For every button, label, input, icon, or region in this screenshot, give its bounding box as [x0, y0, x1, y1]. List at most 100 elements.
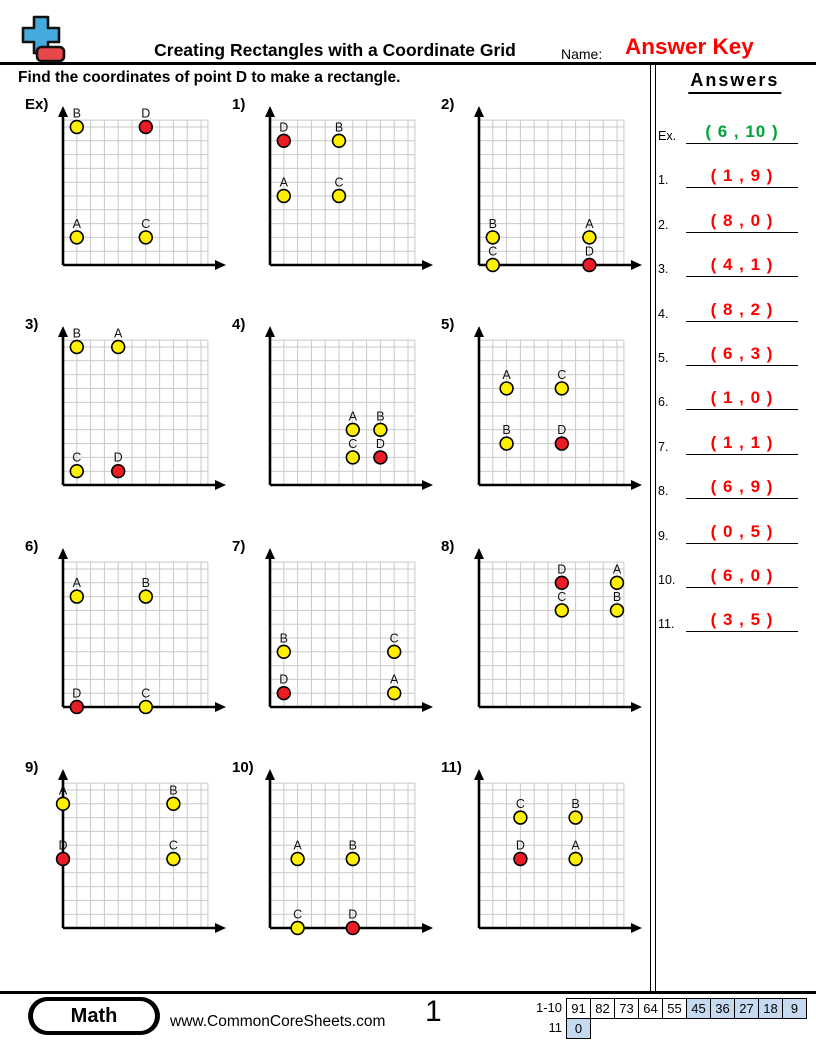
x-axis-arrow [422, 480, 433, 490]
point-label-D: D [557, 562, 566, 576]
subject-badge: Math [28, 997, 160, 1035]
point-label-A: A [585, 217, 594, 231]
problem-8: 8) D A C B [441, 538, 643, 723]
point-label-B: B [349, 839, 357, 853]
point-C [69, 464, 84, 479]
problem-number: 4) [232, 316, 246, 333]
answer-blank-line [686, 187, 798, 189]
y-axis-arrow [58, 548, 68, 559]
y-axis-arrow [265, 548, 275, 559]
point-label-D: D [376, 437, 385, 451]
point-label-A: A [114, 327, 123, 341]
coordinate-grid: A B C D [265, 769, 433, 936]
answer-row-2: 2. ( 8 , 0 ) [656, 207, 808, 233]
point-label-D: D [58, 839, 67, 853]
answer-blank-line [686, 498, 798, 500]
score-cell: 36 [710, 998, 735, 1019]
point-label-D: D [279, 673, 288, 687]
answer-number: 8. [658, 484, 669, 499]
score-cell: 9 [782, 998, 807, 1019]
point-A [609, 575, 625, 590]
answer-row-3: 3. ( 4 , 1 ) [656, 251, 808, 278]
score-row-1: 1-10 91 82 73 64 55 45 36 27 18 9 [524, 998, 807, 1019]
point-label-A: A [502, 368, 511, 382]
point-label-A: A [390, 673, 399, 687]
point-C [290, 920, 305, 936]
point-label-B: B [571, 797, 579, 811]
point-label-C: C [557, 368, 566, 382]
x-axis-arrow [422, 923, 433, 933]
point-C [331, 188, 347, 204]
point-label-B: B [489, 217, 497, 231]
answer-blank-line [686, 409, 798, 411]
point-label-C: C [390, 631, 399, 645]
answer-blank-line [686, 631, 798, 633]
score-cell: 0 [566, 1018, 591, 1039]
answer-value: ( 6 , 9 ) [710, 477, 774, 497]
point-label-A: A [280, 176, 289, 190]
answer-number: 2. [658, 217, 669, 232]
point-label-C: C [293, 908, 302, 922]
y-axis-arrow [474, 548, 484, 559]
answer-blank-line [686, 453, 798, 455]
y-axis-arrow [58, 769, 68, 780]
answer-number: 5. [658, 351, 669, 365]
point-label-D: D [585, 245, 594, 259]
y-axis-arrow [265, 106, 275, 117]
y-axis-arrow [265, 769, 275, 780]
problem-Ex: Ex) B D A C [25, 96, 227, 281]
point-D [55, 851, 71, 867]
point-D [69, 699, 84, 715]
point-D [373, 450, 388, 465]
score-cell: 55 [662, 998, 687, 1019]
answer-blank-line [686, 143, 798, 144]
point-D [276, 686, 291, 701]
answer-number: 11. [658, 617, 675, 632]
answer-value: ( 1 , 0 ) [710, 388, 774, 408]
point-A [110, 339, 126, 355]
coordinate-grid: B D A C [58, 106, 226, 270]
point-B [373, 422, 388, 438]
answer-number: 7. [658, 439, 669, 454]
x-axis-arrow [422, 702, 433, 712]
website-text: www.CommonCoreSheets.com [170, 1013, 386, 1030]
score-table: 1-10 91 82 73 64 55 45 36 27 18 9 11 0 [524, 998, 807, 1039]
problems-area: Ex) B D A C 1) D B A C 2) B A C D 3) B A C D 4) A B C D 5) A C B D 6) A… [25, 96, 643, 936]
problem-number: Ex) [25, 96, 49, 113]
answer-blank-line [686, 365, 798, 366]
point-C [166, 851, 181, 867]
x-axis-arrow [215, 480, 226, 490]
point-label-B: B [502, 423, 510, 437]
answer-row-7: 7. ( 1 , 1 ) [656, 429, 808, 455]
point-C [138, 230, 154, 245]
coordinate-grid: A B D C [55, 769, 226, 933]
point-label-A: A [571, 839, 580, 853]
problem-number: 5) [441, 316, 455, 333]
answer-number: 3. [658, 262, 669, 277]
answer-number: 10. [658, 573, 676, 587]
score-row-2: 11 0 [524, 1018, 807, 1039]
point-C [554, 603, 570, 618]
point-label-A: A [59, 783, 68, 797]
y-axis-arrow [58, 326, 68, 337]
point-label-D: D [348, 908, 357, 922]
coordinate-grid: B C D A [265, 548, 433, 712]
answer-value: ( 0 , 5 ) [710, 521, 774, 541]
point-A [345, 422, 361, 438]
point-label-C: C [141, 217, 150, 231]
answer-number: Ex. [658, 129, 677, 143]
point-label-D: D [557, 423, 566, 437]
point-label-C: C [334, 176, 343, 190]
answer-row-1: 1. ( 1 , 9 ) [656, 162, 808, 189]
point-label-C: C [169, 839, 178, 853]
answer-value: ( 1 , 1 ) [710, 432, 774, 452]
coordinate-grid: A C B D [474, 326, 642, 490]
answer-row-10: 10. ( 6 , 0 ) [656, 562, 808, 588]
point-D [554, 575, 570, 590]
point-label-C: C [516, 797, 525, 811]
coordinate-grid: B A C D [474, 106, 642, 273]
answer-row-4: 4. ( 8 , 2 ) [656, 296, 808, 322]
point-D [276, 133, 291, 148]
problem-4: 4) A B C D [232, 316, 434, 501]
point-label-D: D [141, 107, 150, 121]
